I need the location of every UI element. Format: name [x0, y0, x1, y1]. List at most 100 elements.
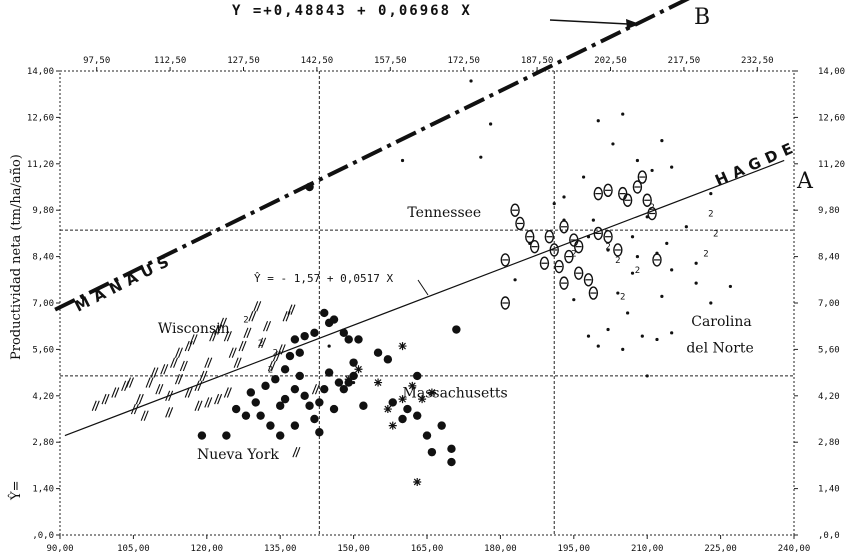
point-numeral-2: 2 — [635, 266, 640, 276]
point-filled-circle — [339, 328, 349, 338]
x-tick-label: 210,00 — [631, 544, 664, 554]
point-filled-circle — [373, 348, 383, 357]
point-slash — [292, 446, 301, 458]
regression-lines — [54, 0, 785, 437]
point-numeral-2: 2 — [605, 243, 610, 253]
point-numeral-2: 2 — [713, 229, 718, 239]
y-axis-right: ,0,0 1,40 2,80 4,20 5,60 7,00 8,40 9,80 11,20 12,… — [794, 67, 845, 541]
top-equation: Y =+0,48843 + 0,06968 X — [232, 3, 472, 19]
point-filled-circle — [310, 414, 319, 424]
point-slash — [263, 320, 272, 332]
point-open-theta — [652, 253, 662, 267]
point-slash — [311, 383, 320, 395]
point-small-dot — [670, 165, 674, 169]
point-filled-circle — [222, 431, 231, 440]
x-tick-label: 105,00 — [117, 544, 150, 554]
point-slash — [214, 393, 223, 405]
point-small-dot — [635, 158, 640, 163]
region-label: Nueva York — [197, 447, 279, 463]
y-tick-label: 4,20 — [32, 392, 54, 402]
point-slash — [233, 357, 242, 368]
point-filled-circle — [329, 404, 339, 414]
point-small-dot — [469, 79, 473, 83]
point-filled-circle — [266, 421, 275, 430]
point-open-theta — [559, 276, 569, 290]
point-filled-circle — [403, 404, 412, 414]
point-filled-circle — [383, 355, 393, 364]
point-open-theta — [500, 296, 510, 310]
point-open-theta — [583, 273, 594, 287]
y-tick-label: 12,60 — [27, 113, 54, 123]
point-open-theta — [554, 259, 564, 274]
point-open-theta — [647, 206, 657, 221]
point-open-theta — [549, 243, 559, 257]
point-theta-ring — [632, 180, 643, 194]
point-filled-circle — [300, 391, 309, 400]
regression-line-a — [64, 159, 785, 437]
point-theta-ring — [559, 276, 569, 290]
point-small-dot — [400, 158, 405, 163]
y-right-tick-label: 1,40 — [818, 485, 840, 495]
line-a-name: HAGDE — [712, 137, 801, 190]
point-slash — [199, 370, 208, 382]
point-small-dot — [670, 268, 674, 272]
point-numeral-2: 2 — [708, 210, 713, 220]
point-filled-circle — [320, 308, 329, 318]
point-asterisk — [408, 381, 417, 390]
point-theta-ring — [603, 230, 613, 244]
point-small-dot — [513, 278, 517, 282]
point-small-dot — [586, 235, 591, 239]
point-asterisk — [427, 388, 436, 397]
y-tick-label: 1,40 — [32, 485, 54, 495]
point-open-theta — [573, 239, 584, 254]
point-filled-circle — [300, 331, 309, 341]
point-theta-ring — [500, 296, 510, 310]
point-filled-circle — [241, 411, 251, 420]
point-numeral-2: 2 — [649, 203, 654, 213]
point-slash — [282, 311, 291, 322]
x-top-tick-label: 232,50 — [741, 56, 774, 66]
point-small-dot — [630, 271, 635, 275]
point-small-dot — [591, 218, 595, 222]
point-small-dot — [694, 261, 698, 265]
point-theta-ring — [569, 233, 579, 247]
point-small-dot — [650, 168, 654, 173]
point-small-dot — [684, 225, 688, 229]
y-tick-label: 7,00 — [32, 299, 54, 309]
point-small-dot — [581, 175, 586, 179]
point-numeral-2: 2 — [243, 316, 248, 326]
point-slash — [170, 357, 179, 368]
point-slash — [165, 390, 174, 402]
point-slash — [111, 387, 120, 398]
point-filled-circle — [349, 358, 358, 367]
x-top-tick-label: 127,50 — [227, 56, 260, 66]
point-filled-circle — [422, 431, 432, 440]
point-open-theta — [618, 186, 628, 201]
point-filled-circle — [315, 428, 324, 437]
point-small-dot — [596, 119, 600, 123]
y-axis-left: ,0,0 1,40 2,80 4,20 5,60 7,00 8,40 9,80 11,20 12,… — [27, 67, 60, 541]
point-open-theta — [510, 203, 520, 217]
point-slash — [101, 393, 110, 405]
point-small-dot — [694, 281, 698, 285]
point-open-theta — [569, 233, 579, 247]
point-slash — [150, 367, 159, 378]
point-slash — [130, 403, 139, 415]
point-filled-circle — [447, 444, 456, 454]
point-slash — [243, 327, 252, 339]
point-filled-circle — [398, 414, 407, 424]
point-slash — [174, 347, 183, 358]
point-open-theta — [515, 216, 525, 231]
point-theta-ring — [583, 273, 594, 287]
line-a-label: A — [796, 169, 814, 194]
x-tick-label: 135,00 — [264, 544, 297, 554]
x-axis-top: 97,50 112,50 127,50 142,50 157,50 172,50 187,5… — [83, 56, 774, 71]
point-slash — [125, 377, 135, 388]
point-theta-ring — [652, 253, 662, 267]
point-asterisk — [418, 395, 427, 404]
point-asterisk — [413, 477, 422, 486]
y-right-tick-label: 7,00 — [818, 299, 840, 309]
x-top-tick-label: 172,50 — [447, 56, 480, 66]
x-top-tick-label: 187,50 — [521, 56, 554, 66]
